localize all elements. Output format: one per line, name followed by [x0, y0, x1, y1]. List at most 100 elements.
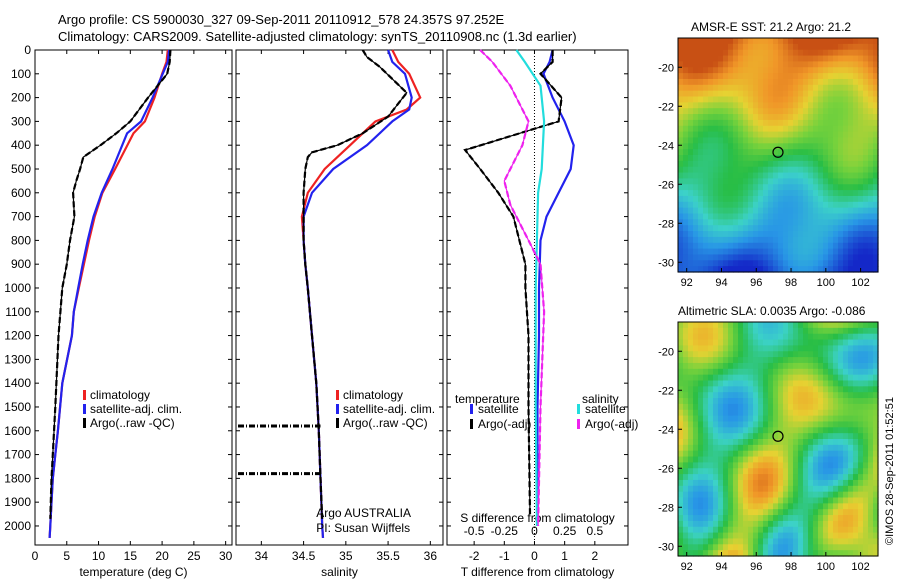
heatmap-cell — [763, 131, 769, 139]
heatmap-cell — [778, 497, 784, 504]
heatmap-cell — [773, 184, 779, 191]
heatmap-cell — [778, 380, 784, 387]
heatmap-cell — [843, 409, 849, 417]
heatmap-cell — [818, 114, 824, 121]
heatmap-cell — [688, 427, 694, 434]
heatmap-cell — [693, 184, 699, 191]
heatmap-cell — [858, 333, 864, 341]
heatmap-cell — [823, 333, 829, 341]
heatmap-cell — [808, 184, 814, 191]
heatmap-cell — [773, 73, 779, 80]
heatmap-cell — [823, 491, 829, 499]
heatmap-cell — [738, 266, 744, 273]
heatmap-cell — [753, 61, 759, 68]
salinity-diff-tick-label: -0.25 — [491, 524, 519, 538]
heatmap-cell — [773, 322, 779, 329]
heatmap-cell — [853, 550, 859, 557]
heatmap-cell — [723, 55, 729, 62]
heatmap-cell — [703, 357, 709, 364]
heatmap-cell — [813, 78, 819, 86]
heatmap-cell — [683, 172, 689, 179]
heatmap-cell — [758, 398, 764, 405]
heatmap-cell — [778, 266, 784, 273]
heatmap-cell — [758, 439, 764, 446]
heatmap-cell — [863, 427, 869, 434]
heatmap-cell — [843, 102, 849, 109]
heatmap-cell — [798, 433, 804, 440]
heatmap-cell — [763, 102, 769, 109]
series-line-core — [479, 49, 545, 527]
heatmap-cell — [828, 207, 834, 215]
heatmap-cell — [738, 327, 744, 335]
heatmap-cell — [708, 403, 714, 411]
heatmap-cell — [858, 242, 864, 250]
heatmap-cell — [813, 201, 819, 209]
heatmap-cell — [868, 485, 874, 493]
heatmap-cell — [718, 231, 724, 238]
heatmap-cell — [763, 398, 769, 405]
heatmap-cell — [743, 468, 749, 475]
figure-title-line1: Argo profile: CS 5900030_327 09-Sep-2011… — [58, 12, 505, 27]
heatmap-cell — [823, 67, 829, 74]
heatmap-cell — [858, 219, 864, 226]
heatmap-cell — [793, 166, 799, 174]
heatmap-cell — [843, 254, 849, 261]
heatmap-cell — [858, 409, 864, 417]
heatmap-cell — [803, 236, 809, 244]
heatmap-cell — [823, 433, 829, 440]
heatmap-cell — [708, 474, 714, 481]
salinity-diff-tick-label: 0 — [531, 524, 538, 538]
heatmap-cell — [873, 450, 879, 458]
heatmap-cell — [688, 497, 694, 504]
heatmap-cell — [843, 78, 849, 86]
heatmap-cell — [863, 102, 869, 109]
heatmap-cell — [738, 260, 744, 267]
heatmap-cell — [688, 398, 694, 405]
heatmap-cell — [823, 497, 829, 504]
heatmap-cell — [868, 362, 874, 370]
heatmap-cell — [858, 190, 864, 197]
heatmap-cell — [763, 544, 769, 551]
heatmap-cell — [688, 61, 694, 68]
heatmap-cell — [773, 392, 779, 399]
heatmap-cell — [808, 242, 814, 250]
heatmap-cell — [758, 231, 764, 238]
heatmap-cell — [848, 409, 854, 417]
heatmap-cell — [823, 439, 829, 446]
heatmap-cell — [678, 172, 684, 179]
heatmap-cell — [688, 386, 694, 393]
heatmap-cell — [683, 49, 689, 57]
heatmap-cell — [713, 380, 719, 387]
heatmap-cell — [763, 474, 769, 481]
heatmap-cell — [738, 433, 744, 440]
heatmap-cell — [838, 143, 844, 150]
heatmap-cell — [863, 333, 869, 341]
heatmap-cell — [798, 503, 804, 510]
heatmap-cell — [723, 84, 729, 92]
heatmap-cell — [678, 96, 684, 103]
heatmap-cell — [798, 526, 804, 534]
heatmap-cell — [708, 213, 714, 220]
heatmap-cell — [783, 213, 789, 220]
heatmap-cell — [733, 433, 739, 440]
heatmap-cell — [718, 201, 724, 209]
heatmap-cell — [748, 90, 754, 98]
plot-frame-salinity — [235, 49, 444, 546]
heatmap-cell — [858, 78, 864, 86]
heatmap-cell — [693, 155, 699, 162]
x-tick-label: 25 — [187, 549, 201, 563]
heatmap-cell — [693, 225, 699, 232]
heatmap-cell — [803, 49, 809, 57]
heatmap-cell — [678, 260, 684, 267]
x-tick-label: 35.5 — [376, 549, 400, 563]
heatmap-cell — [783, 520, 789, 528]
heatmap-cell — [773, 380, 779, 387]
heatmap-cell — [828, 155, 834, 162]
heatmap-cell — [788, 456, 794, 463]
heatmap-cell — [768, 96, 774, 103]
heatmap-cell — [863, 225, 869, 232]
heatmap-cell — [713, 114, 719, 121]
heatmap-cell — [723, 266, 729, 273]
heatmap-cell — [753, 78, 759, 86]
heatmap-cell — [853, 207, 859, 215]
